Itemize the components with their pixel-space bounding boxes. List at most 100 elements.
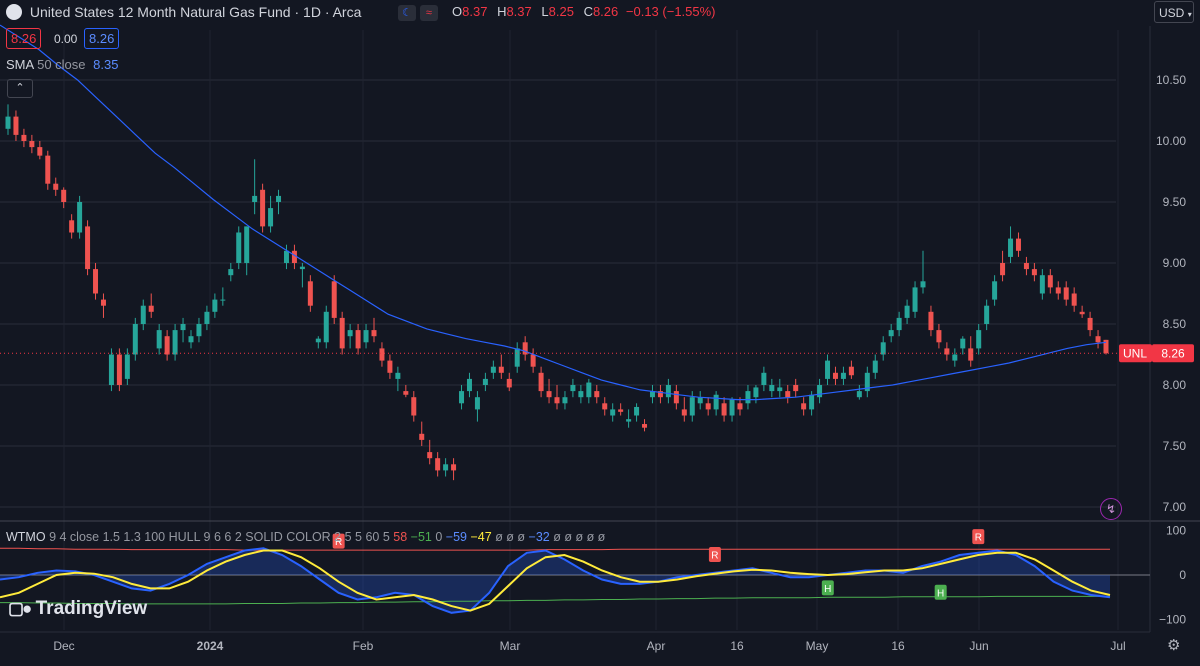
candle — [506, 372, 512, 392]
candle — [1063, 281, 1069, 306]
candle-body — [697, 397, 703, 404]
market-status[interactable]: ☾ ≈ — [398, 3, 438, 21]
low-value: 8.25 — [548, 4, 574, 19]
candle — [626, 409, 632, 428]
currency-selector[interactable]: USD ▾ — [1154, 1, 1194, 23]
candle — [268, 195, 274, 233]
candle — [705, 397, 711, 416]
candle-body — [769, 385, 775, 392]
candle-body — [323, 311, 329, 343]
price-tick-label: 9.50 — [1163, 195, 1187, 209]
symbol-title[interactable]: United States 12 Month Natural Gas Fund … — [29, 4, 362, 20]
osc-tick-label: 0 — [1179, 568, 1186, 582]
candle-body — [212, 299, 218, 312]
candle — [108, 348, 114, 392]
price-tick-label: 9.00 — [1163, 256, 1187, 270]
candle — [538, 366, 544, 398]
candle-body — [180, 324, 186, 331]
candle-body — [108, 354, 114, 385]
candle — [61, 187, 67, 209]
candle-body — [1063, 287, 1069, 300]
candle — [85, 220, 91, 276]
candle — [634, 403, 640, 422]
close-label: C — [583, 4, 593, 19]
candle — [339, 311, 345, 355]
gear-icon[interactable]: ⚙ — [1167, 637, 1181, 654]
candle-body — [124, 354, 130, 379]
candle — [116, 348, 122, 392]
candle — [21, 128, 27, 148]
candle-body — [681, 409, 687, 416]
candle-body — [721, 403, 727, 416]
osc-marker-bg — [934, 584, 947, 600]
osc-marker-label: R — [975, 533, 982, 544]
candle — [204, 305, 210, 331]
wtmo-legend[interactable]: WTMO 9 4 close 1.5 1.3 100 HULL 9 6 6 2 … — [6, 530, 605, 544]
chart-header: United States 12 Month Natural Gas Fund … — [6, 4, 361, 20]
candle — [817, 378, 823, 404]
price-tick-label: 8.50 — [1163, 317, 1187, 331]
candle-body — [188, 336, 194, 343]
candle — [904, 299, 910, 324]
candle — [562, 391, 568, 410]
candle — [1087, 311, 1093, 337]
tradingview-logo[interactable]: ▢● TradingView — [8, 598, 147, 620]
candle-body — [649, 391, 655, 398]
candle-body — [315, 338, 321, 343]
tradingview-icon: ▢● — [8, 599, 32, 618]
close-value: 8.26 — [592, 4, 619, 19]
candle-body — [339, 317, 345, 349]
open-label: O — [452, 4, 463, 19]
candle — [1031, 263, 1037, 282]
osc-marker: R — [708, 546, 721, 562]
low-label: L — [541, 4, 549, 19]
sell-button[interactable]: 8.26 — [6, 28, 42, 49]
candle — [753, 385, 759, 404]
time-tick-label: Jul — [1110, 639, 1125, 653]
collapse-legend-button[interactable]: ⌃ — [7, 79, 33, 98]
price-axis: 10.50 10.00 9.50 9.00 8.50 8.00 7.50 7.00 — [1156, 73, 1186, 514]
candle-body — [992, 281, 998, 300]
candle-body — [610, 409, 616, 416]
candle-body — [236, 232, 242, 263]
candle-body — [443, 464, 449, 471]
candle-body — [5, 116, 11, 129]
candle — [737, 397, 743, 416]
sma-legend[interactable]: SMA 50 close 8.35 — [6, 57, 118, 72]
candle-body — [156, 330, 162, 349]
candle — [984, 299, 990, 331]
candle — [514, 342, 520, 373]
tradingview-text: TradingView — [35, 598, 148, 619]
candle-body — [61, 189, 67, 202]
candle-body — [522, 342, 528, 355]
candle-body — [848, 366, 854, 376]
candle — [196, 317, 202, 343]
last-price-label-bg — [1152, 344, 1194, 363]
candle-body — [435, 458, 441, 471]
candle — [554, 385, 560, 410]
symbol-label: UNL — [1123, 346, 1147, 360]
candle-body — [514, 348, 520, 367]
candles — [5, 104, 1109, 481]
candle-body — [196, 324, 202, 337]
lightning-icon[interactable]: ↯ — [1100, 498, 1122, 520]
open-value: 8.37 — [462, 4, 488, 19]
candle — [713, 391, 719, 416]
candle-body — [538, 372, 544, 392]
buy-button[interactable]: 8.26 — [84, 28, 120, 49]
osc-marker-label: R — [711, 550, 718, 561]
osc-marker-label: H — [824, 584, 831, 595]
candle-body — [801, 403, 807, 410]
candle-body — [920, 281, 926, 288]
candle — [148, 293, 154, 318]
candle-body — [904, 305, 910, 318]
candle-body — [1008, 238, 1014, 257]
candle-body — [968, 348, 974, 361]
candle-body — [554, 397, 560, 404]
time-tick-label: Dec — [53, 639, 74, 653]
candle-body — [53, 183, 59, 190]
candle-body — [77, 202, 83, 233]
candle-body — [888, 330, 894, 337]
candle-body — [578, 391, 584, 398]
